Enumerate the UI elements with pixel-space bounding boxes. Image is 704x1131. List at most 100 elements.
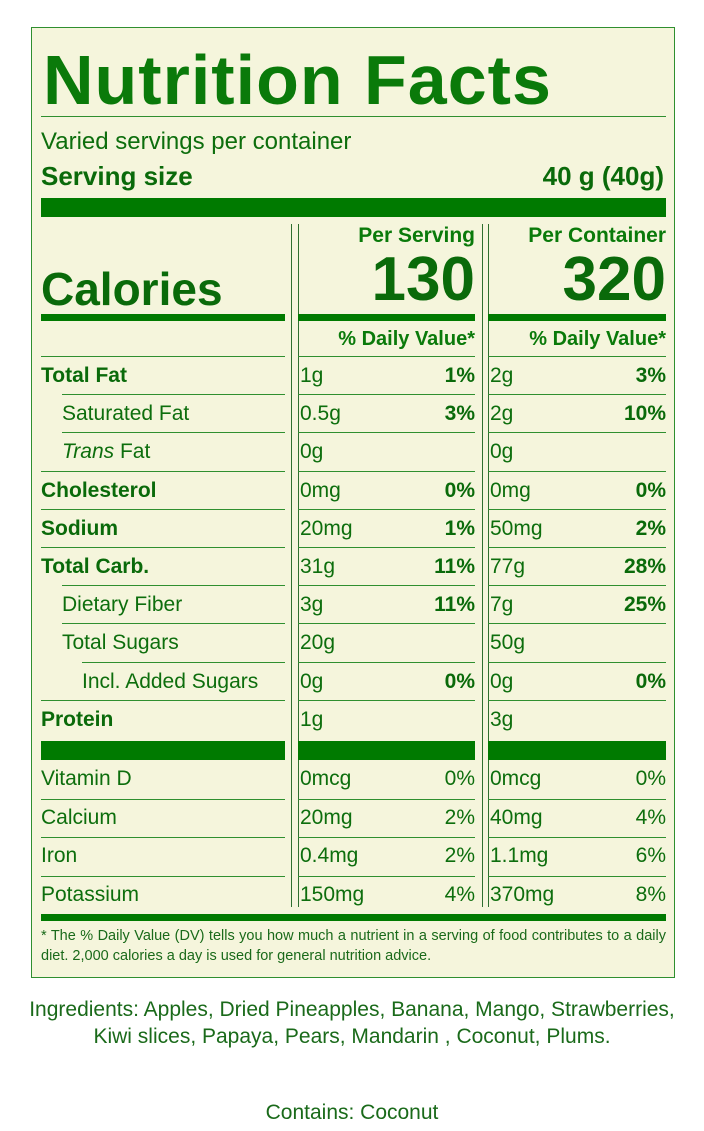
container-amount: 50mg <box>490 516 543 540</box>
row-divider <box>298 798 475 800</box>
serving-size-value: 40 g (40g) <box>542 161 664 191</box>
row-divider <box>41 508 285 510</box>
vitamin-separator-container <box>488 741 666 760</box>
container-daily-value: 0% <box>635 478 666 502</box>
row-divider <box>41 470 285 472</box>
dv-header-serving: % Daily Value* <box>338 328 475 350</box>
nutrient-name-italic: Trans <box>62 440 115 464</box>
vitamin-serving-dv: 2% <box>444 805 475 829</box>
row-divider <box>488 508 666 510</box>
row-divider <box>298 837 475 838</box>
row-divider <box>488 394 666 396</box>
nutrient-name-rest: Fat <box>114 440 151 464</box>
vitamin-container-dv: 6% <box>635 844 666 867</box>
serving-daily-value: 3% <box>444 402 475 426</box>
serving-daily-value: 1% <box>444 516 475 540</box>
row-divider <box>41 798 285 800</box>
column-divider-left <box>291 224 292 907</box>
row-divider <box>298 394 475 396</box>
container-amount: 2g <box>490 364 514 387</box>
row-divider <box>298 875 475 877</box>
row-divider <box>488 547 666 548</box>
column-divider-left-inner <box>298 224 299 907</box>
vitamin-serving-dv: 4% <box>444 882 475 906</box>
calories-per-container: 320 <box>562 245 666 314</box>
row-divider <box>298 547 475 548</box>
serving-divider-bar <box>41 198 666 217</box>
row-divider <box>298 699 475 701</box>
serving-amount: 20mg <box>300 516 353 540</box>
row-divider <box>298 585 475 587</box>
serving-daily-value: 11% <box>434 555 475 578</box>
vitamin-name: Iron <box>41 844 78 867</box>
nutrient-name: Dietary Fiber <box>62 593 183 617</box>
container-amount: 50g <box>490 631 526 655</box>
serving-daily-value: 1% <box>444 364 475 387</box>
ingredients-text: Ingredients: Apples, Dried Pineapples, B… <box>29 998 675 1048</box>
row-divider <box>298 508 475 510</box>
container-amount: 3g <box>490 707 514 731</box>
vitamin-separator-serving <box>298 741 475 760</box>
serving-amount: 1g <box>300 364 324 387</box>
per-serving-header: Per Serving <box>358 224 475 247</box>
row-divider <box>62 432 285 434</box>
container-daily-value: 25% <box>623 593 666 617</box>
servings-per-container: Varied servings per container <box>41 128 352 155</box>
daily-value-footnote: * The % Daily Value (DV) tells you how m… <box>41 928 666 964</box>
dv-header-container: % Daily Value* <box>529 328 666 350</box>
calories-bar-serving <box>298 314 475 321</box>
nutrient-name: Trans Fat <box>62 440 150 464</box>
calories-per-serving: 130 <box>371 245 475 314</box>
vitamin-container-amount: 40mg <box>490 805 543 829</box>
vitamin-container-amount: 370mg <box>490 882 555 906</box>
row-divider <box>82 661 285 663</box>
row-divider <box>488 699 666 701</box>
vitamin-serving-amount: 0.4mg <box>300 844 359 867</box>
container-daily-value: 3% <box>635 364 666 387</box>
row-divider <box>298 356 475 357</box>
row-divider <box>41 547 285 548</box>
container-amount: 0g <box>490 669 514 693</box>
container-amount: 77g <box>490 555 526 578</box>
label-title: Nutrition Facts <box>43 41 552 119</box>
serving-size-label: Serving size <box>41 161 193 191</box>
vitamin-container-amount: 0mcg <box>490 767 542 790</box>
container-daily-value: 28% <box>623 555 666 578</box>
vitamin-separator-name <box>41 741 285 760</box>
container-daily-value: 2% <box>635 516 666 540</box>
vitamin-serving-amount: 20mg <box>300 805 353 829</box>
row-divider <box>488 875 666 877</box>
nutrient-name: Total Fat <box>41 364 127 387</box>
nutrient-name: Total Sugars <box>62 631 179 655</box>
vitamin-serving-amount: 0mcg <box>300 767 352 790</box>
row-divider <box>62 394 285 396</box>
nutrient-name: Protein <box>41 707 114 731</box>
nutrient-name: Sodium <box>41 516 118 540</box>
column-divider-right <box>482 224 483 907</box>
row-divider <box>488 585 666 587</box>
nutrient-name: Incl. Added Sugars <box>82 669 259 693</box>
serving-daily-value: 0% <box>444 669 475 693</box>
vitamin-serving-dv: 2% <box>444 844 475 867</box>
footnote-divider-bar <box>41 914 666 921</box>
vitamin-name: Calcium <box>41 805 117 829</box>
row-divider <box>488 470 666 472</box>
calories-bar-name <box>41 314 285 321</box>
row-divider <box>41 875 285 877</box>
nutrition-label: Nutrition Facts Varied servings per cont… <box>31 27 675 978</box>
serving-daily-value: 11% <box>434 593 475 617</box>
nutrient-name: Cholesterol <box>41 478 157 502</box>
nutrient-name: Saturated Fat <box>62 402 190 426</box>
row-divider <box>298 470 475 472</box>
vitamin-container-dv: 0% <box>635 767 666 790</box>
serving-amount: 0g <box>300 440 324 464</box>
row-divider <box>41 356 285 357</box>
serving-amount: 1g <box>300 707 324 731</box>
row-divider <box>488 623 666 625</box>
vitamin-name: Potassium <box>41 882 140 906</box>
vitamin-container-amount: 1.1mg <box>490 844 549 867</box>
serving-amount: 20g <box>300 631 336 655</box>
row-divider <box>298 432 475 434</box>
allergen-contains: Contains: Coconut <box>265 1101 439 1124</box>
container-amount: 0mg <box>490 478 531 502</box>
